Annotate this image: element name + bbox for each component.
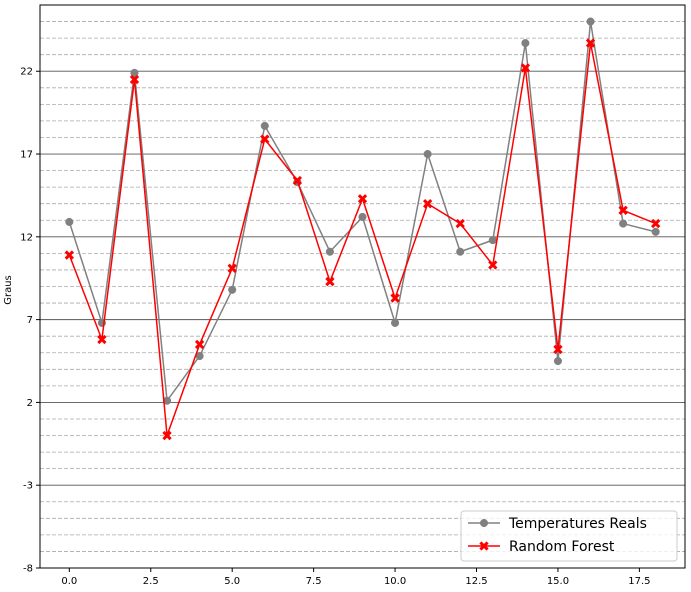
x-tick-label: 0.0 [61, 576, 77, 587]
legend-entry: Random Forest [468, 539, 615, 555]
data-point [390, 293, 400, 303]
data-point [520, 63, 531, 73]
data-point [651, 227, 660, 236]
y-tick-label: -3 [23, 481, 33, 492]
data-point [227, 263, 237, 273]
data-point [325, 276, 335, 287]
data-point [97, 334, 107, 345]
data-point [488, 260, 498, 270]
data-point [456, 247, 465, 256]
x-tick-label: 5.0 [224, 576, 240, 587]
data-point [260, 121, 269, 130]
x-tick-label: 7.5 [306, 576, 322, 587]
data-point [64, 250, 74, 260]
series-layer [64, 17, 661, 441]
data-point [228, 285, 237, 294]
plot-frame [39, 4, 686, 569]
y-tick-label: -8 [23, 564, 33, 575]
x-tick-label: 12.5 [465, 576, 487, 587]
x-tick-label: 17.5 [628, 576, 650, 587]
legend-marker [479, 541, 489, 551]
data-point [422, 199, 433, 209]
y-tick-label: 22 [20, 67, 33, 78]
data-point [488, 236, 497, 245]
data-point [423, 149, 432, 159]
data-point [325, 247, 334, 256]
y-tick-label: 7 [27, 315, 33, 326]
series-line [68, 21, 656, 403]
legend-label: Random Forest [509, 539, 615, 555]
data-point [553, 356, 563, 366]
data-point [194, 339, 205, 350]
data-point [65, 217, 74, 226]
legend-marker [479, 518, 489, 528]
y-axis-label: Graus [3, 275, 14, 305]
data-point [292, 175, 303, 186]
data-point [129, 74, 140, 85]
data-point [618, 205, 628, 215]
x-tick-label: 15.0 [547, 576, 569, 587]
data-point [521, 39, 530, 48]
data-point [586, 17, 595, 26]
data-point [391, 318, 400, 327]
data-point [455, 218, 465, 229]
data-point [651, 218, 661, 229]
data-point [162, 430, 172, 441]
data-point [260, 134, 270, 144]
data-point [619, 219, 628, 228]
series-1 [65, 17, 660, 405]
legend-entry: Temperatures Reals [468, 516, 647, 532]
legend: Temperatures Reals Random Forest [460, 510, 678, 562]
data-point [585, 38, 596, 48]
y-tick-label: 2 [27, 398, 33, 409]
y-tick-label: 17 [20, 150, 33, 161]
x-tick-label: 10.0 [384, 576, 406, 587]
series-line [68, 42, 656, 436]
x-tick-label: 2.5 [143, 576, 159, 587]
legend-box [460, 510, 678, 562]
series-2 [64, 38, 661, 441]
axis-ticks: -8 -3 2 7 12 17 22 0.0 2.5 5.0 7.5 10.0 12.5 15.0 17.5 [20, 67, 650, 587]
data-point [130, 68, 139, 77]
legend-label: Temperatures Reals [508, 516, 647, 532]
y-tick-label: 12 [20, 232, 33, 243]
data-point [357, 194, 368, 204]
data-point [553, 344, 563, 355]
data-point [358, 212, 367, 222]
